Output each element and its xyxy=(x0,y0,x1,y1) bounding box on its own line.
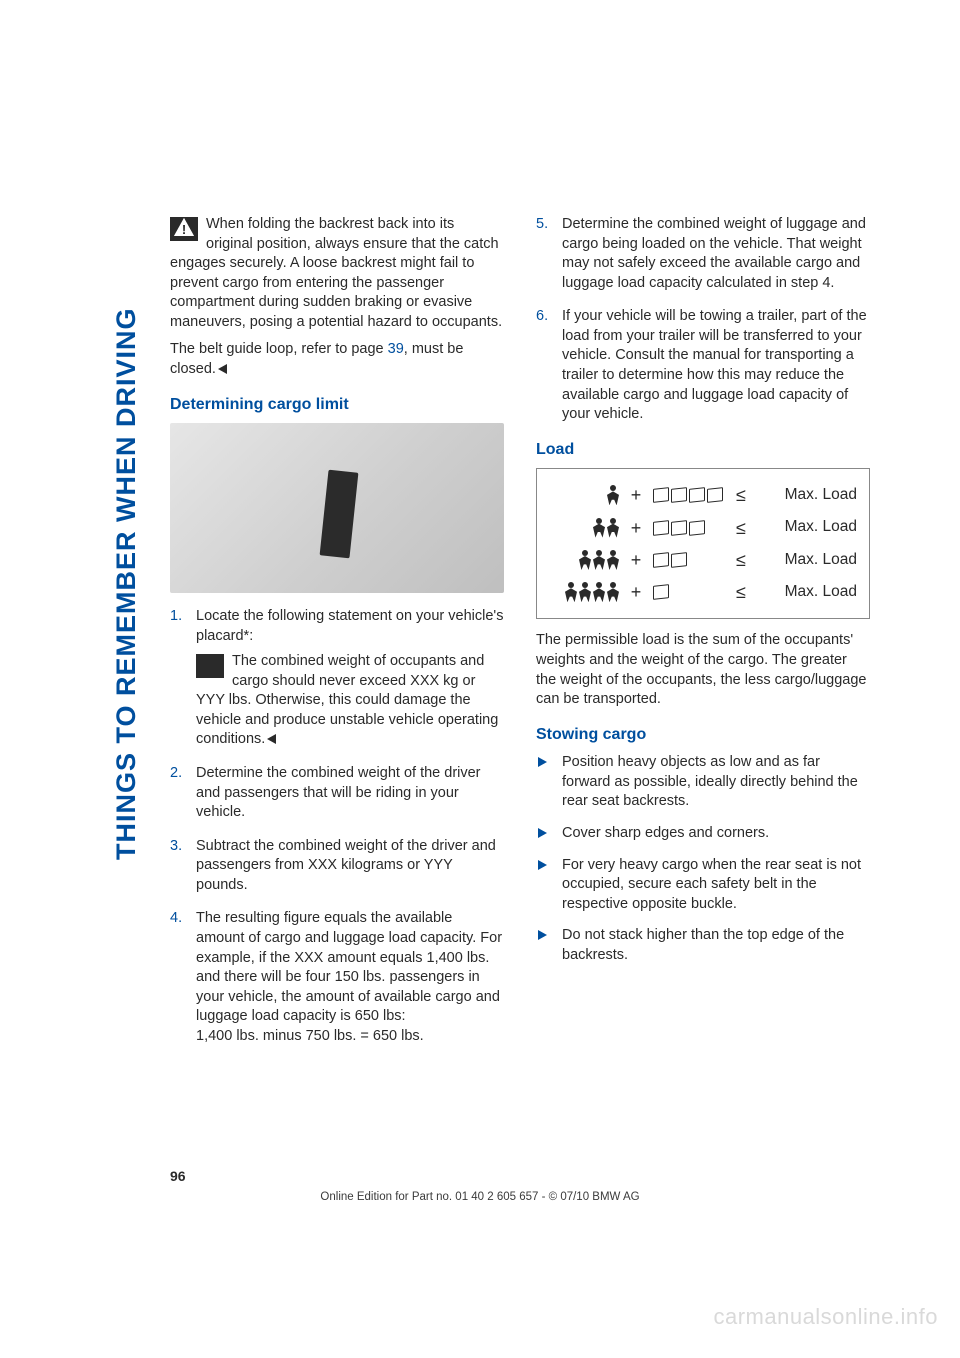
step-6: If your vehicle will be towing a trailer… xyxy=(536,307,870,424)
heading-stowing-cargo: Stowing cargo xyxy=(536,724,870,746)
step-4-text-a: The resulting figure equals the availabl… xyxy=(196,909,504,1026)
step-2-text: Determine the combined weight of the dri… xyxy=(196,765,481,820)
stowing-bullet: Cover sharp edges and corners. xyxy=(536,824,870,844)
leq-icon: ≤ xyxy=(733,483,749,507)
heading-determining-cargo-limit: Determining cargo limit xyxy=(170,394,504,416)
figure-placard xyxy=(170,423,504,593)
belt-note: The belt guide loop, refer to page 39, m… xyxy=(170,340,504,379)
step-1-warning-text: The combined weight of occupants and car… xyxy=(196,653,498,747)
side-section-title: THINGS TO REMEMBER WHEN DRIVING xyxy=(108,307,144,860)
stowing-bullet-text: Cover sharp edges and corners. xyxy=(562,825,769,841)
load-row: + ≤ Max. Load xyxy=(543,544,863,576)
person-icon xyxy=(607,550,619,570)
belt-note-prefix: The belt guide loop, refer to page xyxy=(170,341,388,357)
end-marker-icon xyxy=(267,734,276,744)
cargo-icon xyxy=(671,552,687,568)
max-load-label: Max. Load xyxy=(785,485,857,506)
step-1-text: Locate the following statement on your v… xyxy=(196,607,504,646)
step-5-text: Determine the combined weight of luggage… xyxy=(562,216,866,291)
load-diagram: + ≤ Max. Load + ≤ Max. Load + ≤ Max. Loa… xyxy=(536,468,870,619)
footer-line: Online Edition for Part no. 01 40 2 605 … xyxy=(0,1190,960,1206)
max-load-label: Max. Load xyxy=(785,582,857,603)
person-icon xyxy=(607,582,619,602)
max-load-label: Max. Load xyxy=(785,517,857,538)
cargo-icon xyxy=(689,488,705,504)
figure-placard-label xyxy=(319,469,358,558)
person-icon xyxy=(593,582,605,602)
stowing-bullet-text: For very heavy cargo when the rear seat … xyxy=(562,857,861,912)
load-paragraph: The permissible load is the sum of the o… xyxy=(536,631,870,709)
person-icon xyxy=(593,518,605,538)
cargo-icon xyxy=(653,552,669,568)
plus-icon: + xyxy=(629,483,643,507)
person-icon xyxy=(593,550,605,570)
warning-block-1: When folding the backrest back into its … xyxy=(170,215,504,332)
plus-icon: + xyxy=(629,516,643,540)
heading-load: Load xyxy=(536,439,870,461)
person-icon xyxy=(579,550,591,570)
step-1: Locate the following statement on your v… xyxy=(170,607,504,750)
step-5: Determine the combined weight of luggage… xyxy=(536,215,870,293)
cargo-icon xyxy=(707,488,723,504)
max-load-label: Max. Load xyxy=(785,550,857,571)
load-row: + ≤ Max. Load xyxy=(543,479,863,511)
cargo-icon xyxy=(671,488,687,504)
cargo-icon xyxy=(653,520,669,536)
step-6-text: If your vehicle will be towing a trailer… xyxy=(562,308,867,422)
person-icon xyxy=(565,582,577,602)
warning-text-1: When folding the backrest back into its … xyxy=(170,216,502,330)
person-icon xyxy=(579,582,591,602)
cargo-icon xyxy=(689,520,705,536)
stowing-bullet-text: Do not stack higher than the top edge of… xyxy=(562,927,844,963)
page-content: When folding the backrest back into its … xyxy=(170,215,870,1046)
step-4-text-b: 1,400 lbs. minus 750 lbs. = 650 lbs. xyxy=(196,1027,504,1047)
plus-icon: + xyxy=(629,548,643,572)
leq-icon: ≤ xyxy=(733,580,749,604)
stowing-bullet: For very heavy cargo when the rear seat … xyxy=(536,856,870,915)
plus-icon: + xyxy=(629,580,643,604)
page-ref-39[interactable]: 39 xyxy=(388,341,404,357)
end-marker-icon xyxy=(218,364,227,374)
cargo-icon xyxy=(671,520,687,536)
warning-icon xyxy=(196,654,224,678)
stowing-bullet: Do not stack higher than the top edge of… xyxy=(536,926,870,965)
step-2: Determine the combined weight of the dri… xyxy=(170,764,504,823)
leq-icon: ≤ xyxy=(733,516,749,540)
stowing-bullet: Position heavy objects as low and as far… xyxy=(536,753,870,812)
step-1-warning: The combined weight of occupants and car… xyxy=(196,652,504,750)
watermark: carmanualsonline.info xyxy=(713,1302,938,1332)
cargo-icon xyxy=(653,488,669,504)
step-3: Subtract the combined weight of the driv… xyxy=(170,837,504,896)
page-number: 96 xyxy=(170,1167,186,1186)
step-4: The resulting figure equals the availabl… xyxy=(170,909,504,1046)
leq-icon: ≤ xyxy=(733,548,749,572)
person-icon xyxy=(607,485,619,505)
load-row: + ≤ Max. Load xyxy=(543,512,863,544)
cargo-icon xyxy=(653,584,669,600)
step-3-text: Subtract the combined weight of the driv… xyxy=(196,838,496,893)
person-icon xyxy=(607,518,619,538)
load-row: + ≤ Max. Load xyxy=(543,576,863,608)
stowing-bullet-text: Position heavy objects as low and as far… xyxy=(562,754,858,809)
